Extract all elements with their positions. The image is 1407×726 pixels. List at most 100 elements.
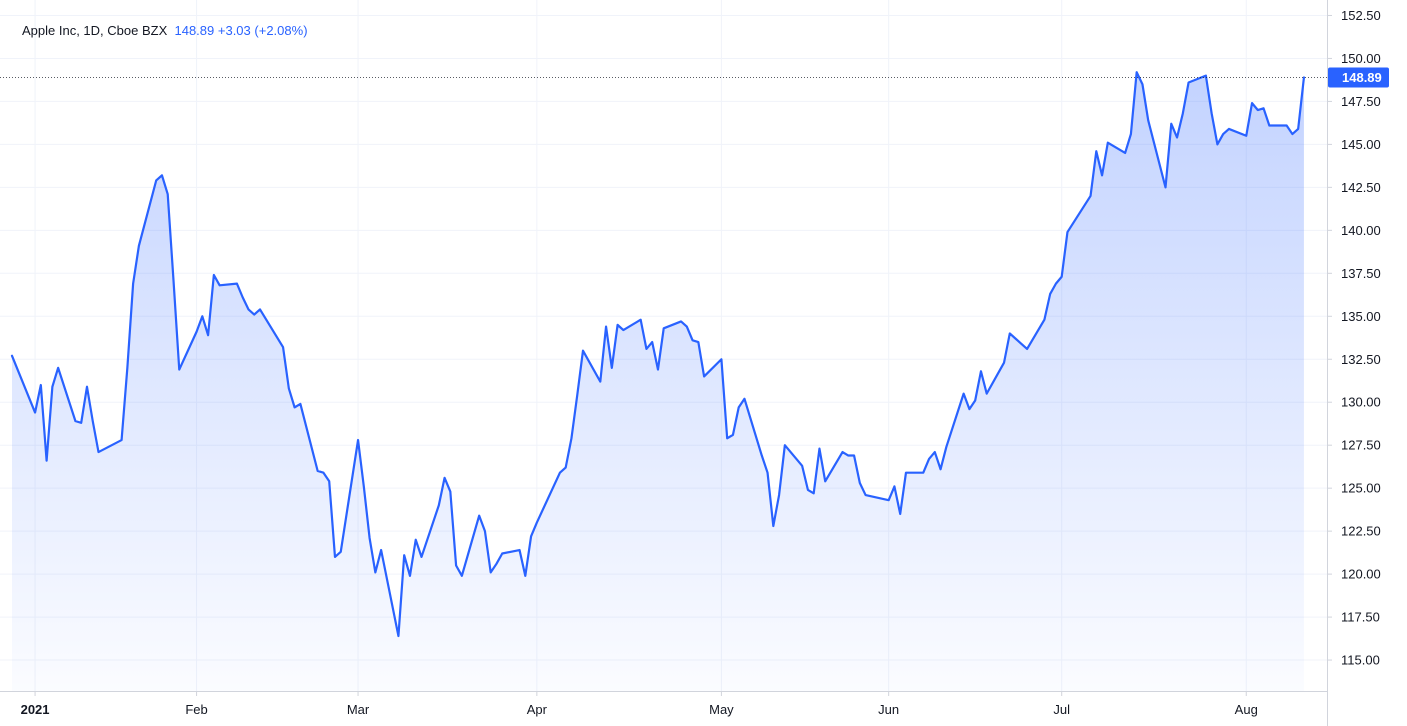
data-point	[247, 308, 250, 311]
data-point	[1285, 124, 1288, 127]
time-axis[interactable]: 2021 Feb Mar Apr May Jun Jul Aug	[0, 691, 1327, 726]
x-tick-label: Feb	[185, 702, 207, 717]
x-tick-label: 2021	[21, 702, 50, 717]
data-point	[731, 433, 734, 436]
data-point	[1222, 133, 1225, 136]
data-point	[1089, 194, 1092, 197]
data-point	[720, 358, 723, 361]
data-point	[524, 574, 527, 577]
data-point	[495, 562, 498, 565]
data-point	[1251, 102, 1254, 105]
data-point	[333, 555, 336, 558]
data-point	[160, 174, 163, 177]
data-point	[818, 447, 821, 450]
y-tick-label: 120.00	[1341, 567, 1381, 582]
data-point	[922, 471, 925, 474]
data-point	[126, 366, 129, 369]
last-price-label: 148.89	[1342, 70, 1382, 85]
data-point	[530, 535, 533, 538]
data-point	[1291, 133, 1294, 136]
data-point	[166, 193, 169, 196]
y-tick-label: 117.50	[1341, 610, 1380, 625]
data-point	[899, 512, 902, 515]
data-point	[1176, 136, 1179, 139]
data-point	[691, 339, 694, 342]
y-tick-label: 130.00	[1341, 395, 1381, 410]
data-point	[1262, 107, 1265, 110]
data-point	[1008, 332, 1011, 335]
data-point	[939, 468, 942, 471]
price-axis-background	[1327, 0, 1407, 726]
data-point	[985, 392, 988, 395]
data-point	[420, 555, 423, 558]
data-point	[801, 464, 804, 467]
data-point	[1135, 71, 1138, 74]
data-point	[339, 550, 342, 553]
data-point	[1164, 186, 1167, 189]
legend-symbol: Apple Inc, 1D, Cboe BZX	[22, 23, 168, 38]
data-point	[201, 315, 204, 318]
data-point	[928, 457, 931, 460]
time-axis-background	[0, 691, 1327, 726]
data-point	[783, 444, 786, 447]
data-point	[212, 274, 215, 277]
x-tick-label: Jul	[1053, 702, 1070, 717]
data-point	[1302, 76, 1305, 79]
data-point	[1106, 141, 1109, 144]
y-tick-label: 142.50	[1341, 180, 1381, 195]
data-point	[812, 492, 815, 495]
data-point	[968, 408, 971, 411]
data-point	[39, 384, 42, 387]
data-point	[806, 488, 809, 491]
data-point	[558, 471, 561, 474]
data-point	[564, 466, 567, 469]
x-tick-label: Jun	[878, 702, 899, 717]
data-point	[259, 308, 262, 311]
data-point	[91, 420, 94, 423]
x-tick-label: Apr	[527, 702, 548, 717]
data-point	[605, 325, 608, 328]
data-point	[195, 330, 198, 333]
data-point	[1268, 124, 1271, 127]
data-point	[841, 451, 844, 454]
data-point	[11, 354, 14, 357]
price-line-layer	[10, 71, 1306, 638]
data-point	[1147, 119, 1150, 122]
y-tick-label: 152.50	[1341, 8, 1381, 23]
data-point	[80, 421, 83, 424]
data-point	[489, 571, 492, 574]
data-point	[362, 485, 365, 488]
data-point	[1014, 337, 1017, 340]
data-point	[1020, 342, 1023, 345]
data-point	[253, 313, 256, 316]
data-point	[287, 387, 290, 390]
data-point	[1297, 127, 1300, 130]
price-line	[10, 71, 1306, 638]
data-point	[1049, 292, 1052, 295]
data-point	[697, 341, 700, 344]
y-tick-label: 127.50	[1341, 438, 1381, 453]
data-point	[933, 451, 936, 454]
x-tick-label: Aug	[1235, 702, 1258, 717]
data-point	[1170, 122, 1173, 125]
data-point	[207, 334, 210, 337]
data-point	[322, 471, 325, 474]
price-area	[12, 72, 1304, 691]
data-point	[97, 451, 100, 454]
data-point	[368, 537, 371, 540]
legend-change-pct: (+2.08%)	[254, 23, 308, 38]
data-point	[1003, 361, 1006, 364]
symbol-legend: Apple Inc, 1D, Cboe BZX 148.89 +3.03 (+2…	[22, 23, 308, 38]
y-tick-label: 115.00	[1341, 653, 1380, 668]
data-point	[778, 494, 781, 497]
data-point	[858, 482, 861, 485]
data-point	[1141, 83, 1144, 86]
price-axis[interactable]: 115.00 117.50 120.00 122.50 125.00 127.50 130.…	[1327, 0, 1407, 726]
data-point	[680, 320, 683, 323]
data-point	[639, 318, 642, 321]
data-point	[962, 392, 965, 395]
y-tick-label: 125.00	[1341, 481, 1381, 496]
data-point	[979, 370, 982, 373]
